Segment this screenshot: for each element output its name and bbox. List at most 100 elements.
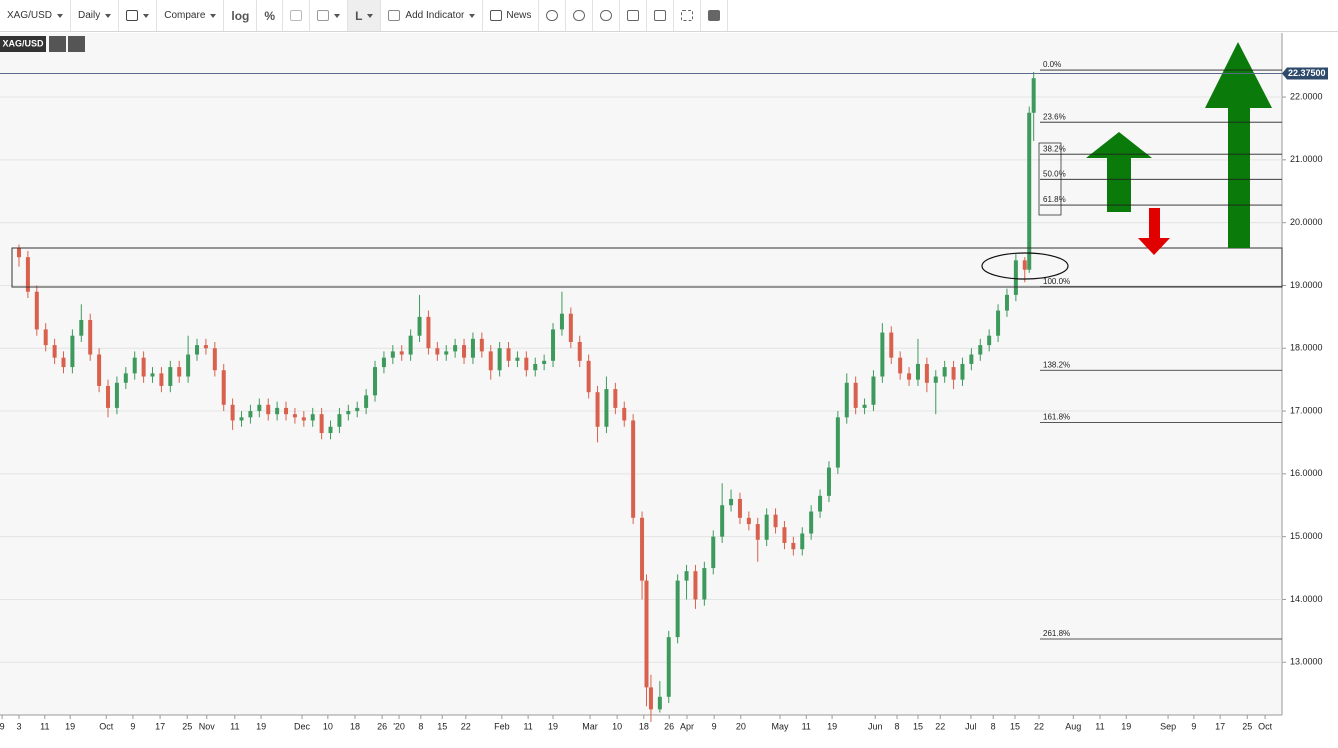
draw-button[interactable] [283, 0, 311, 31]
candle-body [168, 367, 173, 386]
x-tick-label: Jun [868, 721, 883, 731]
candle-body [657, 696, 662, 710]
candle-body [150, 373, 155, 377]
candle-body [177, 367, 182, 377]
candle-body [604, 389, 609, 427]
x-tick-label: 15 [437, 721, 447, 731]
x-tick-label: 19 [827, 721, 837, 731]
y-tick-label: 17.0000 [1290, 405, 1323, 415]
x-tick-label: Apr [680, 721, 694, 731]
candle-body [488, 351, 493, 371]
toolbar: XAG/USD Daily Compare log % L Add Indica… [0, 0, 1338, 32]
candle-body [25, 257, 30, 292]
reload-tag[interactable] [49, 36, 66, 52]
png-button[interactable] [647, 0, 675, 31]
down-arrow [1138, 208, 1170, 255]
print-button[interactable] [620, 0, 648, 31]
calendar-tag[interactable] [68, 36, 85, 52]
candle-body [408, 335, 413, 355]
candle-body [996, 310, 1001, 336]
candles [17, 71, 1036, 722]
candle-body [969, 354, 974, 364]
x-tick-label: '20 [393, 721, 405, 731]
candle-body [1031, 78, 1036, 113]
chart-type-button[interactable] [119, 0, 158, 31]
candle-body [644, 580, 649, 688]
candle-body [844, 382, 849, 418]
candle-body [524, 357, 529, 371]
x-tick-label: 25 [182, 721, 192, 731]
candle-body [435, 348, 440, 355]
zoom-in-button[interactable] [566, 0, 594, 31]
candle-body [301, 417, 306, 421]
symbol-tag [0, 36, 46, 52]
interval-selector[interactable]: Daily [71, 0, 120, 31]
x-tick-label: 8 [418, 721, 423, 731]
x-tick-label: Mar [582, 721, 598, 731]
candle-body [586, 360, 591, 393]
line-button[interactable]: L [348, 0, 382, 31]
x-tick-label: 20 [736, 721, 746, 731]
compare-button[interactable]: Compare [157, 0, 225, 31]
candle-body [319, 414, 324, 434]
refresh-button[interactable] [539, 0, 567, 31]
candle-body [284, 407, 289, 415]
last-price-tag [1282, 67, 1328, 80]
candle-body [364, 395, 369, 408]
candle-body [346, 411, 351, 415]
plot-background [0, 33, 1282, 715]
candle-body [978, 345, 983, 355]
candle-body [506, 348, 511, 361]
x-tick-label: Sep [1160, 721, 1176, 731]
candle-body [52, 345, 57, 358]
x-tick-label: 22 [935, 721, 945, 731]
candle-body [764, 514, 769, 540]
log-button[interactable]: log [224, 0, 258, 31]
candle-body [924, 363, 929, 383]
symbol-selector[interactable]: XAG/USD [0, 0, 72, 31]
fib-label: 38.2% [1043, 144, 1066, 153]
candle-body [755, 524, 760, 540]
candle-body [773, 514, 778, 528]
y-tick-label: 15.0000 [1290, 531, 1323, 541]
percent: % [264, 8, 276, 23]
candle-body [453, 345, 458, 352]
candle-body [310, 414, 315, 421]
add-indicator-button[interactable]: Add Indicator [381, 0, 484, 31]
news-button[interactable]: News [483, 0, 540, 31]
candle-body [212, 348, 217, 371]
x-tick-label: 22 [1034, 721, 1044, 731]
volume-button[interactable] [310, 0, 349, 31]
candle-body [702, 568, 707, 600]
candle-body [470, 338, 475, 358]
x-tick-label: 9 [130, 721, 135, 731]
zoom-out-button[interactable] [593, 0, 621, 31]
x-tick-label: Nov [199, 721, 216, 731]
fullscreen-button[interactable] [674, 0, 702, 31]
overlay: 0.0% 23.6% 38.2% 50.0% 61.8% 100.0% 138.2% 161.… [0, 60, 1328, 640]
fib-label: 50.0% [1043, 169, 1066, 178]
candle-body [915, 363, 920, 380]
candle-body [479, 338, 484, 352]
fib-label: 61.8% [1043, 195, 1066, 204]
x-tick-label: 10 [612, 721, 622, 731]
y-tick-label: 21.0000 [1290, 154, 1323, 164]
x-tick-label: Feb [494, 721, 510, 731]
candle-body [497, 348, 502, 371]
percent-button[interactable]: % [257, 0, 284, 31]
candle-body [631, 420, 636, 518]
mute-button[interactable] [701, 0, 729, 31]
x-tick-label: 11 [230, 721, 239, 731]
candle-body [942, 367, 947, 377]
candle-body [898, 357, 903, 374]
candle-body [257, 404, 262, 412]
x-tick-label: 3 [16, 721, 21, 731]
candle-body [951, 367, 956, 380]
fib-label: 261.8% [1043, 629, 1070, 638]
x-tick-label: 22 [461, 721, 471, 731]
candle-body [17, 247, 22, 258]
x-tick-label: 18 [350, 721, 360, 731]
x-tick-label: 9 [1191, 721, 1196, 731]
